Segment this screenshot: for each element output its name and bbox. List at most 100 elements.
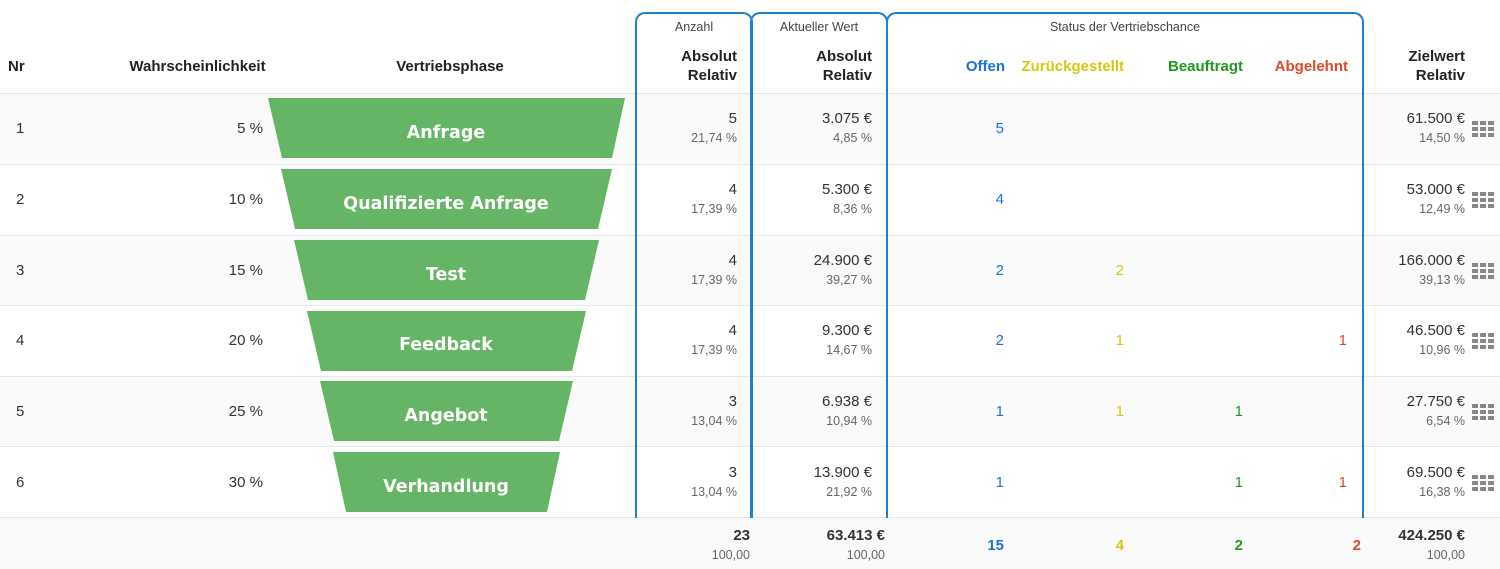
anzahl-group-frame: [635, 12, 753, 518]
cell-wert-relativ: 10,94 %: [826, 414, 872, 428]
cell-ziel-relativ: 39,13 %: [1419, 273, 1465, 287]
total-beauftragt: 2: [1234, 537, 1243, 554]
header-zielwert[interactable]: Zielwert: [1408, 48, 1465, 65]
total-zielwert: 424.250 €: [1398, 527, 1465, 544]
cell-offen[interactable]: 1: [995, 403, 1004, 420]
group-title-anzahl: Anzahl: [674, 20, 714, 34]
header-anzahl-relativ[interactable]: Relativ: [687, 67, 737, 84]
cell-zurueckgestellt[interactable]: 1: [1115, 403, 1124, 420]
funnel-shape: [268, 98, 625, 158]
cell-wert: 13.900 €: [813, 464, 872, 481]
cell-wert: 9.300 €: [821, 322, 872, 339]
cell-zurueckgestellt[interactable]: 2: [1115, 262, 1124, 279]
header-anzahl-absolut[interactable]: Absolut: [681, 48, 737, 65]
cell-anzahl: 4: [728, 252, 737, 269]
funnel-label: Test: [426, 265, 466, 285]
funnel-segment-2[interactable]: Qualifizierte Anfrage: [281, 169, 612, 229]
cell-wert-relativ: 39,27 %: [826, 273, 872, 287]
funnel-segment-5[interactable]: Angebot: [320, 381, 573, 441]
funnel-shape: [307, 311, 586, 371]
funnel-segment-4[interactable]: Feedback: [307, 311, 586, 371]
funnel-label: Angebot: [404, 406, 487, 426]
cell-offen[interactable]: 5: [995, 120, 1004, 137]
cell-abgelehnt[interactable]: 1: [1338, 332, 1347, 349]
funnel-label: Verhandlung: [383, 477, 509, 497]
cell-anzahl-relativ: 13,04 %: [691, 414, 737, 428]
grid-icon[interactable]: [1472, 121, 1494, 137]
header-beauftragt[interactable]: Beauftragt: [1167, 58, 1243, 75]
cell-zielwert: 46.500 €: [1406, 322, 1465, 339]
cell-anzahl: 4: [728, 322, 737, 339]
header-wert-absolut[interactable]: Absolut: [816, 48, 872, 65]
cell-wahrscheinlichkeit: 10 %: [228, 191, 263, 208]
cell-nr: 4: [16, 332, 25, 349]
header-zurueckgestellt[interactable]: Zurückgestellt: [1021, 58, 1124, 75]
total-anzahl-relativ: 100,00: [711, 548, 750, 562]
funnel-segment-1[interactable]: Anfrage: [268, 98, 625, 158]
cell-zielwert: 69.500 €: [1406, 464, 1465, 481]
cell-nr: 2: [16, 191, 25, 208]
cell-nr: 5: [16, 403, 25, 420]
cell-zielwert: 27.750 €: [1406, 393, 1465, 410]
total-abgelehnt: 2: [1352, 537, 1361, 554]
total-wert-relativ: 100,00: [846, 548, 885, 562]
cell-offen[interactable]: 4: [995, 191, 1004, 208]
cell-ziel-relativ: 6,54 %: [1426, 414, 1465, 428]
cell-beauftragt[interactable]: 1: [1234, 403, 1243, 420]
group-title-status: Status der Vertriebschance: [1049, 20, 1201, 34]
cell-anzahl: 3: [728, 464, 737, 481]
total-ziel-relativ: 100,00: [1426, 548, 1465, 562]
header-abgelehnt[interactable]: Abgelehnt: [1274, 58, 1348, 75]
cell-wahrscheinlichkeit: 25 %: [228, 403, 263, 420]
funnel-shape: [333, 452, 560, 512]
cell-wert-relativ: 14,67 %: [826, 343, 872, 357]
total-anzahl: 23: [733, 527, 750, 544]
funnel-segment-3[interactable]: Test: [294, 240, 599, 300]
cell-wahrscheinlichkeit: 20 %: [228, 332, 263, 349]
cell-wert-relativ: 21,92 %: [826, 485, 872, 499]
cell-wert: 6.938 €: [821, 393, 872, 410]
cell-offen[interactable]: 2: [995, 332, 1004, 349]
cell-offen[interactable]: 2: [995, 262, 1004, 279]
cell-wahrscheinlichkeit: 30 %: [228, 474, 263, 491]
cell-zielwert: 53.000 €: [1406, 181, 1465, 198]
cell-wahrscheinlichkeit: 15 %: [228, 262, 263, 279]
grid-icon[interactable]: [1472, 192, 1494, 208]
header-wert-relativ[interactable]: Relativ: [822, 67, 872, 84]
cell-anzahl-relativ: 21,74 %: [691, 131, 737, 145]
grid-icon[interactable]: [1472, 263, 1494, 279]
grid-icon[interactable]: [1472, 333, 1494, 349]
funnel-segment-6[interactable]: Verhandlung: [333, 452, 560, 512]
cell-wert-relativ: 4,85 %: [833, 131, 872, 145]
cell-ziel-relativ: 12,49 %: [1419, 202, 1465, 216]
cell-zurueckgestellt[interactable]: 1: [1115, 332, 1124, 349]
grid-icon[interactable]: [1472, 475, 1494, 491]
cell-abgelehnt[interactable]: 1: [1338, 474, 1347, 491]
cell-anzahl-relativ: 13,04 %: [691, 485, 737, 499]
header-nr[interactable]: Nr: [8, 58, 25, 75]
cell-nr: 6: [16, 474, 25, 491]
cell-nr: 1: [16, 120, 25, 137]
cell-wert: 5.300 €: [821, 181, 872, 198]
total-wert: 63.413 €: [826, 527, 885, 544]
cell-offen[interactable]: 1: [995, 474, 1004, 491]
cell-ziel-relativ: 10,96 %: [1419, 343, 1465, 357]
total-offen: 15: [987, 537, 1004, 554]
group-title-aktueller-wert: Aktueller Wert: [779, 20, 859, 34]
cell-beauftragt[interactable]: 1: [1234, 474, 1243, 491]
header-wahrscheinlichkeit[interactable]: Wahrscheinlichkeit: [129, 58, 266, 75]
cell-wert: 24.900 €: [813, 252, 872, 269]
cell-ziel-relativ: 16,38 %: [1419, 485, 1465, 499]
header-vertriebsphase[interactable]: Vertriebsphase: [396, 58, 504, 75]
grid-icon[interactable]: [1472, 404, 1494, 420]
funnel-label: Qualifizierte Anfrage: [343, 194, 549, 214]
funnel-shape: [320, 381, 573, 441]
header-offen[interactable]: Offen: [965, 58, 1005, 75]
cell-anzahl: 4: [728, 181, 737, 198]
cell-anzahl: 5: [728, 110, 737, 127]
header-ziel-relativ[interactable]: Relativ: [1415, 67, 1465, 84]
cell-zielwert: 166.000 €: [1398, 252, 1465, 269]
cell-anzahl-relativ: 17,39 %: [691, 273, 737, 287]
cell-wahrscheinlichkeit: 5 %: [237, 120, 263, 137]
cell-anzahl: 3: [728, 393, 737, 410]
